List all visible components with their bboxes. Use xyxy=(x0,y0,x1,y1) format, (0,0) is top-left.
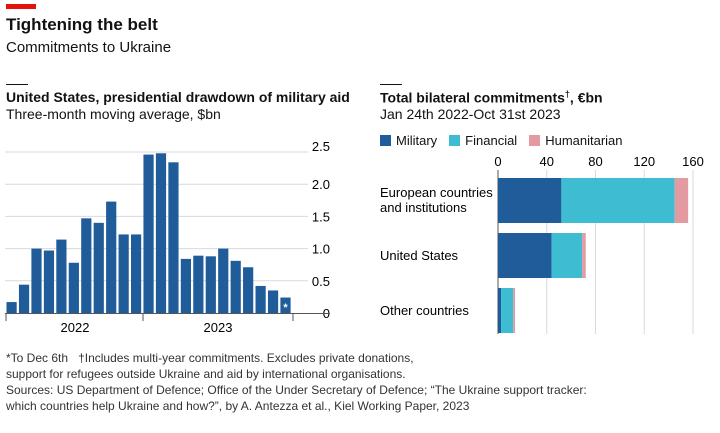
bar xyxy=(106,201,117,313)
y-tick-label: 1.0 xyxy=(312,242,330,257)
bar xyxy=(6,302,17,313)
bar xyxy=(267,290,279,313)
x-tick-label: 120 xyxy=(633,154,655,169)
right-chart-subtitle: Jan 24th 2022-Oct 31st 2023 xyxy=(380,106,561,122)
bar-financial xyxy=(501,288,514,333)
brand-bar xyxy=(6,4,36,9)
footnote-line: support for refugees outside Ukraine and… xyxy=(6,367,406,381)
legend-military: Military xyxy=(380,133,437,148)
bar-humanitarian xyxy=(513,288,516,333)
y-tick-label: 2.5 xyxy=(312,139,330,154)
x-tick-label: 160 xyxy=(682,154,704,169)
bar xyxy=(155,153,167,313)
bar xyxy=(280,297,291,313)
left-chart-title: United States, presidential drawdown of … xyxy=(6,89,350,105)
category-label: Other countries xyxy=(380,303,469,318)
footnotes: *To Dec 6th †Includes multi-year commitm… xyxy=(6,350,706,414)
bar xyxy=(143,154,154,313)
left-rule xyxy=(6,84,28,85)
bar xyxy=(93,222,104,313)
category-label: European countries xyxy=(380,185,493,200)
left-chart-subtitle: Three-month moving average, $bn xyxy=(6,106,221,122)
bar-humanitarian xyxy=(582,233,586,278)
bar-financial xyxy=(551,233,583,278)
legend-humanitarian: Humanitarian xyxy=(529,133,623,148)
page-title: Tightening the belt xyxy=(6,15,158,34)
category-label: United States xyxy=(380,248,459,263)
bar-financial xyxy=(561,178,675,223)
x-label-2023: 2023 xyxy=(204,320,233,335)
sources-line: which countries help Ukraine and how?”, … xyxy=(6,399,470,413)
legend-label: Military xyxy=(396,133,438,148)
x-tick-label: 0 xyxy=(494,154,501,169)
bar-military xyxy=(498,178,562,223)
sources-line: Sources: US Department of Defence; Offic… xyxy=(6,383,587,397)
footnote-star: *To Dec 6th xyxy=(6,351,69,365)
footnote-marker: * xyxy=(283,302,288,314)
bar xyxy=(18,284,30,313)
x-tick-label: 40 xyxy=(540,154,554,169)
footnote-dagger: †Includes multi-year commitments. Exclud… xyxy=(78,351,414,365)
bar xyxy=(218,248,229,313)
category-label: and institutions xyxy=(380,200,467,215)
dagger: † xyxy=(564,89,570,99)
bar-military xyxy=(498,288,502,333)
bar-military xyxy=(498,233,552,278)
bar xyxy=(180,258,191,313)
bar xyxy=(243,267,254,313)
y-tick-label: 0.5 xyxy=(312,274,330,289)
y-tick-label: 2.0 xyxy=(312,177,330,192)
legend-financial: Financial xyxy=(449,133,517,148)
x-label-2022: 2022 xyxy=(61,320,90,335)
right-title-text: Total bilateral commitments xyxy=(380,89,565,106)
x-tick-label: 80 xyxy=(588,154,602,169)
bar xyxy=(255,285,266,313)
right-rule xyxy=(380,84,402,85)
bar xyxy=(193,255,204,313)
legend-label: Financial xyxy=(465,133,518,148)
right-chart-title: Total bilateral commitments†, €bn xyxy=(380,89,603,106)
page-subtitle: Commitments to Ukraine xyxy=(6,39,172,56)
bar xyxy=(131,234,142,313)
y-tick-label: 1.5 xyxy=(312,209,330,224)
bar xyxy=(31,248,42,313)
legend-label: Humanitarian xyxy=(545,133,623,148)
bar xyxy=(56,239,67,313)
bar xyxy=(118,234,129,313)
bar xyxy=(205,256,216,313)
bar-humanitarian xyxy=(674,178,689,223)
bar xyxy=(230,260,241,313)
bar xyxy=(43,250,55,313)
left-chart: 00.51.01.52.02.5*2022 2023 xyxy=(5,139,330,335)
right-title-unit: , €bn xyxy=(569,89,603,106)
bar xyxy=(168,162,179,313)
legend: Military Financial Humanitarian xyxy=(380,133,623,148)
bar xyxy=(68,262,79,313)
bar xyxy=(81,218,92,313)
